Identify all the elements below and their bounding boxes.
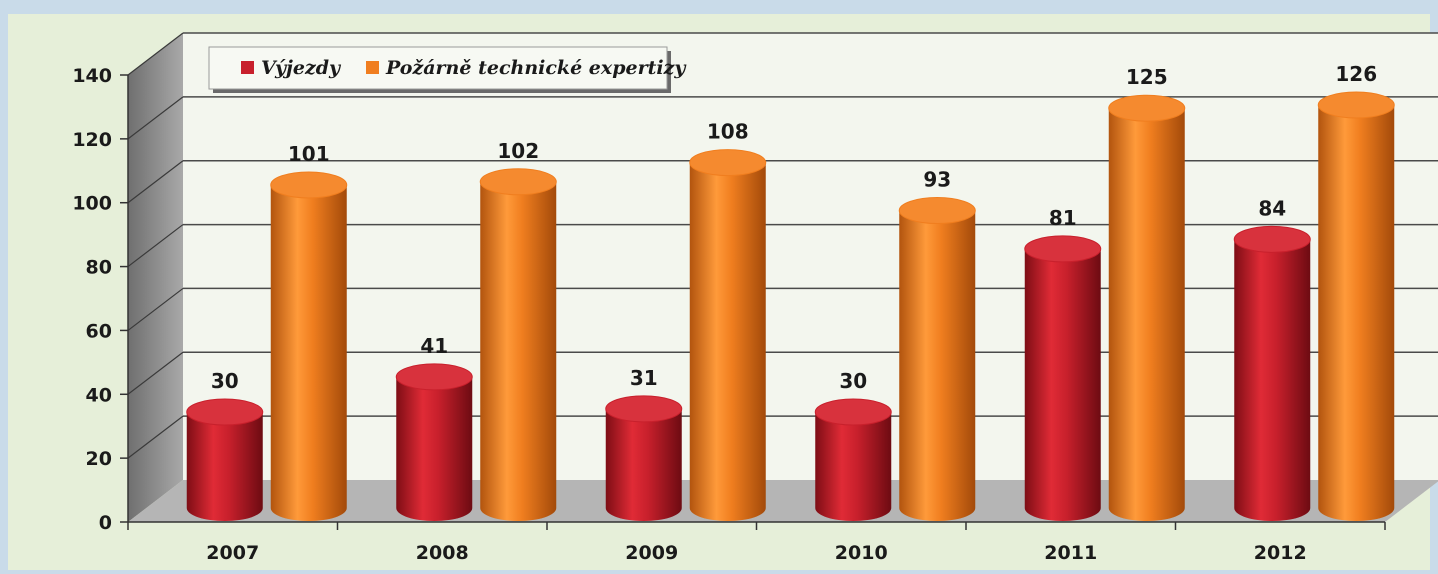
bar-vyjezdy-2011 <box>1024 235 1102 521</box>
bar-vyjezdy-2010 <box>814 398 892 521</box>
gridline-side <box>127 351 184 395</box>
legend-box <box>208 46 668 90</box>
gridline-side <box>127 287 184 331</box>
bar-vyjezdy-2007 <box>186 398 264 521</box>
legend-item-vyjezdy: Výjezdy <box>241 57 342 79</box>
gridline-side <box>127 96 184 140</box>
data-label: 30 <box>211 369 239 393</box>
legend-swatch <box>366 61 379 74</box>
cylinder-top <box>1233 225 1311 253</box>
bar-expertizy-2011 <box>1108 94 1186 521</box>
bar-vyjezdy-2009 <box>605 395 683 521</box>
cylinder-top <box>1108 94 1186 122</box>
cylinder-body <box>270 184 347 521</box>
x-tick-label: 2011 <box>1044 542 1097 564</box>
cylinder-body <box>396 376 473 521</box>
cylinder-body <box>689 162 766 522</box>
cylinder-top <box>395 363 473 391</box>
cylinder-body <box>480 181 557 521</box>
bar-expertizy-2009 <box>689 149 767 522</box>
gridline-side <box>127 224 184 268</box>
bar-vyjezdy-2012 <box>1233 225 1311 522</box>
data-label: 81 <box>1049 206 1077 230</box>
cylinder-body <box>186 412 263 521</box>
legend-label: Požárně technické expertizy <box>385 57 687 79</box>
x-tick-label: 2007 <box>206 542 259 564</box>
legend-label: Výjezdy <box>261 57 342 79</box>
bar-expertizy-2012 <box>1317 91 1395 521</box>
bar-expertizy-2008 <box>479 168 557 521</box>
x-tick-label: 2010 <box>835 542 888 564</box>
data-label: 102 <box>497 139 539 163</box>
data-label: 30 <box>839 369 867 393</box>
cylinder-body <box>605 408 682 521</box>
data-label: 125 <box>1126 65 1168 89</box>
cylinder-body <box>899 210 976 522</box>
bar-expertizy-2007 <box>270 171 348 521</box>
data-label: 101 <box>288 142 330 166</box>
cylinder-top <box>1024 235 1102 263</box>
y-tick-label: 100 <box>72 193 112 215</box>
y-tick-label: 60 <box>86 320 112 342</box>
data-label: 108 <box>707 120 749 144</box>
gridline-side <box>127 415 184 459</box>
cylinder-top <box>270 171 348 199</box>
legend-swatch <box>241 61 254 74</box>
y-tick-label: 0 <box>99 512 112 534</box>
bar-vyjezdy-2008 <box>395 363 473 521</box>
y-tick-label: 80 <box>86 257 112 279</box>
cylinder-top <box>479 168 557 196</box>
cylinder-top <box>1317 91 1395 119</box>
cylinder-top <box>814 398 892 426</box>
y-tick-label: 120 <box>72 129 112 151</box>
y-tick-label: 20 <box>86 448 112 470</box>
cylinder-body <box>1234 239 1311 522</box>
legend: Výjezdy Požárně technické expertizy <box>208 46 687 93</box>
cylinder-body <box>1024 248 1101 521</box>
data-label: 31 <box>630 366 658 390</box>
cylinder-top <box>186 398 264 426</box>
gridline-side <box>127 160 184 204</box>
x-tick-label: 2012 <box>1254 542 1307 564</box>
cylinder-body <box>1108 108 1185 521</box>
cylinder-top <box>689 149 767 177</box>
left-wall <box>128 33 183 522</box>
y-tick-label: 40 <box>86 384 112 406</box>
gridline-side <box>127 32 184 76</box>
legend-item-expertizy: Požárně technické expertizy <box>366 57 687 79</box>
data-label: 84 <box>1258 196 1286 220</box>
y-tick-label: 140 <box>72 65 112 87</box>
x-tick-label: 2009 <box>625 542 678 564</box>
data-label: 93 <box>923 168 951 192</box>
data-label: 126 <box>1335 62 1377 86</box>
cylinder-body <box>1318 105 1395 521</box>
data-label: 41 <box>420 334 448 358</box>
x-tick-label: 2008 <box>416 542 469 564</box>
cylinder-top <box>605 395 683 423</box>
bar-expertizy-2010 <box>898 197 976 522</box>
cylinder-body <box>815 412 892 521</box>
cylinder-top <box>898 197 976 225</box>
